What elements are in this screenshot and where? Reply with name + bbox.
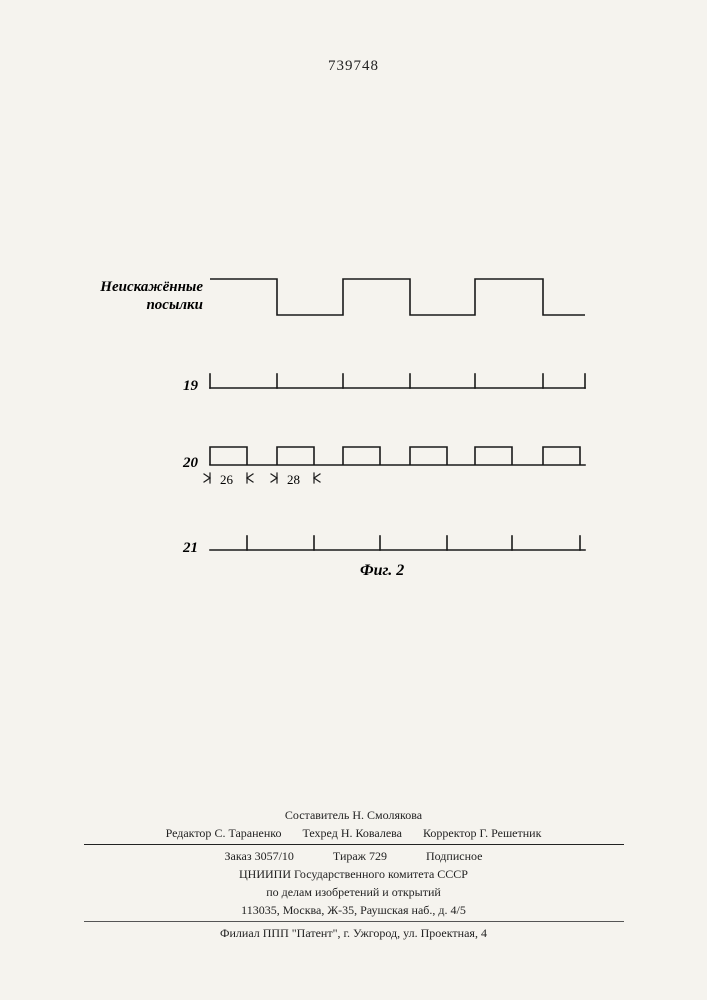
footer-dept: по делам изобретений и открытий: [84, 883, 624, 901]
footer-org: ЦНИИПИ Государственного комитета СССР: [84, 865, 624, 883]
footer-compiler-name: Н. Смолякова: [352, 808, 422, 822]
footer-address: 113035, Москва, Ж-35, Раушская наб., д. …: [84, 901, 624, 919]
footer-rule-1: [84, 844, 624, 845]
footer-rule-2: [84, 921, 624, 922]
footer-order-num: 3057/10: [255, 849, 294, 863]
footer-print-num: 729: [369, 849, 387, 863]
footer-editor-label: Редактор: [166, 826, 212, 840]
footer-print-label: Тираж: [333, 849, 366, 863]
waveform-svg: [95, 260, 615, 600]
footer-editor-name: С. Тараненко: [214, 826, 281, 840]
timing-diagram: Неискажённые посылки 19 20 21 26 28 Фиг.…: [95, 260, 615, 640]
footer-branch: Филиал ППП "Патент", г. Ужгород, ул. Про…: [84, 924, 624, 942]
footer-corrector-name: Г. Решетник: [480, 826, 542, 840]
footer-tech-label: Техред: [303, 826, 338, 840]
footer-order-label: Заказ: [225, 849, 252, 863]
page-number: 739748: [328, 58, 379, 75]
footer: Составитель Н. Смолякова Редактор С. Тар…: [84, 806, 624, 942]
footer-subscription: Подписное: [426, 849, 483, 863]
footer-tech-name: Н. Ковалева: [341, 826, 402, 840]
footer-corrector-label: Корректор: [423, 826, 477, 840]
footer-compiler-label: Составитель: [285, 808, 349, 822]
